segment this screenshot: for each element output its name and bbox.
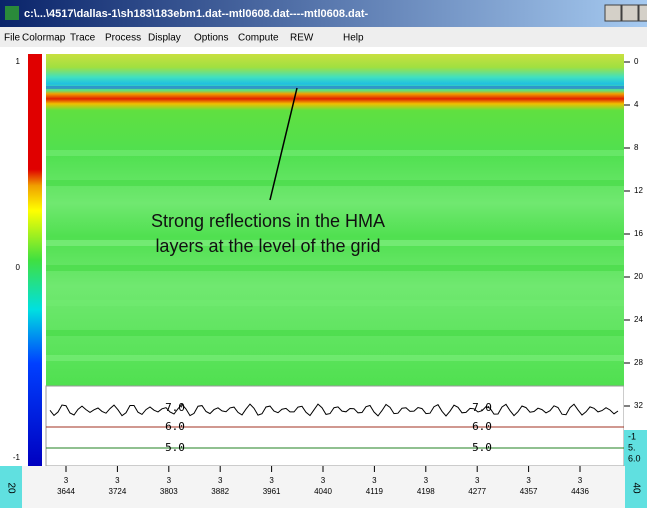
trace-label: 5.0: [165, 441, 185, 454]
annotation-line: Strong reflections in the HMA: [151, 211, 385, 231]
x-tick-label: 4040: [314, 487, 332, 496]
color-bar-edge: [42, 54, 46, 466]
menu-bar: [0, 27, 647, 47]
x-tick-label: 4357: [520, 487, 538, 496]
corner-right: [625, 466, 647, 508]
minimize-button[interactable]: [604, 4, 622, 22]
x-tick-prefix: 3: [218, 476, 223, 485]
trace-label: 6.0: [472, 420, 492, 433]
radar-stripe: [46, 150, 624, 156]
app-icon: [5, 6, 19, 20]
x-tick-label: 4277: [468, 487, 486, 496]
title-bar: [0, 0, 647, 27]
menu-item[interactable]: Options: [194, 33, 228, 44]
trace-label: 7.0: [472, 401, 492, 414]
right-scale-label: 0: [634, 57, 639, 66]
right-scale-label: 4: [634, 100, 639, 109]
x-tick-prefix: 3: [475, 476, 480, 485]
corner-label: 40: [630, 482, 641, 494]
menu-item[interactable]: Colormap: [22, 33, 66, 44]
x-tick-label: 3724: [109, 487, 127, 496]
bottom-axis-area: [0, 466, 647, 508]
menu-item[interactable]: REW: [290, 33, 314, 44]
trace-label: 7.0: [165, 401, 185, 414]
trace-line: [49, 403, 619, 417]
menu-item[interactable]: Help: [343, 33, 364, 44]
maximize-button[interactable]: [621, 4, 639, 22]
right-scale-label: 16: [634, 229, 643, 238]
trace-label: 5.0: [472, 441, 492, 454]
left-scale-label: -1: [13, 453, 21, 462]
window-title: c:\...\4517\dallas-1\sh183\183ebm1.dat--…: [24, 8, 369, 20]
close-button[interactable]: [638, 4, 647, 22]
right-scale-label: 20: [634, 272, 643, 281]
radar-stripe: [46, 300, 624, 306]
x-tick-label: 4119: [366, 487, 384, 496]
corner-left: [0, 466, 22, 508]
radar-stripe: [46, 240, 624, 246]
menu-item[interactable]: Display: [148, 33, 181, 44]
x-tick-label: 3961: [263, 487, 281, 496]
corner-label: 20: [5, 482, 16, 494]
x-tick-prefix: 3: [424, 476, 429, 485]
x-tick-prefix: 3: [321, 476, 326, 485]
x-tick-prefix: 3: [526, 476, 531, 485]
color-bar: [28, 54, 42, 466]
right-scale-label: 12: [634, 186, 643, 195]
right-scale-label: 8: [634, 143, 639, 152]
menu-item[interactable]: Compute: [238, 33, 279, 44]
x-tick-label: 4198: [417, 487, 435, 496]
legend-label: -1: [628, 431, 636, 441]
left-scale-label: 1: [16, 57, 21, 66]
x-tick-prefix: 3: [167, 476, 172, 485]
x-tick-label: 3882: [211, 487, 229, 496]
annotation-line: layers at the level of the grid: [155, 236, 380, 256]
menu-item[interactable]: Trace: [70, 33, 96, 44]
trace-label: 6.0: [165, 420, 185, 433]
x-tick-label: 3803: [160, 487, 178, 496]
x-tick-label: 4436: [571, 487, 589, 496]
legend-label: 5.: [628, 442, 636, 452]
x-tick-prefix: 3: [269, 476, 274, 485]
radar-stripe: [46, 355, 624, 361]
radar-stripe: [46, 330, 624, 336]
radar-stripe: [46, 180, 624, 186]
menu-item[interactable]: Process: [105, 33, 141, 44]
radar-stripe: [46, 265, 624, 271]
legend-label: 6.0: [628, 453, 641, 463]
menu-item[interactable]: File: [4, 33, 21, 44]
annotation-arrow: [269, 87, 298, 201]
trace-panel: [45, 385, 625, 467]
right-scale-label: 32: [634, 401, 643, 410]
x-tick-prefix: 3: [64, 476, 69, 485]
left-scale-label: 0: [16, 263, 21, 272]
x-tick-prefix: 3: [372, 476, 377, 485]
radar-dots: [46, 86, 624, 89]
right-scale-label: 28: [634, 358, 643, 367]
right-scale-label: 24: [634, 315, 643, 324]
x-tick-prefix: 3: [578, 476, 583, 485]
right-legend: [624, 430, 647, 466]
x-tick-prefix: 3: [115, 476, 120, 485]
x-tick-label: 3644: [57, 487, 75, 496]
